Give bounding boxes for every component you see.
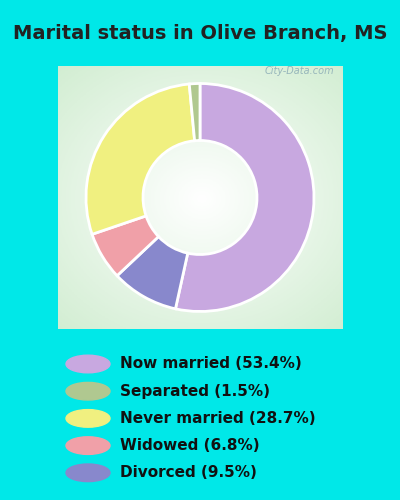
- Circle shape: [66, 410, 110, 427]
- Text: Separated (1.5%): Separated (1.5%): [120, 384, 270, 398]
- Wedge shape: [117, 236, 188, 309]
- Text: Widowed (6.8%): Widowed (6.8%): [120, 438, 260, 453]
- Text: Never married (28.7%): Never married (28.7%): [120, 411, 316, 426]
- Text: City-Data.com: City-Data.com: [264, 66, 334, 76]
- Wedge shape: [86, 84, 195, 234]
- Text: Now married (53.4%): Now married (53.4%): [120, 356, 302, 372]
- Circle shape: [66, 437, 110, 454]
- Wedge shape: [176, 84, 314, 312]
- Wedge shape: [189, 84, 200, 141]
- Circle shape: [66, 382, 110, 400]
- Text: Marital status in Olive Branch, MS: Marital status in Olive Branch, MS: [13, 24, 387, 42]
- Text: Divorced (9.5%): Divorced (9.5%): [120, 466, 257, 480]
- Circle shape: [66, 355, 110, 373]
- Wedge shape: [92, 216, 158, 276]
- Circle shape: [66, 464, 110, 481]
